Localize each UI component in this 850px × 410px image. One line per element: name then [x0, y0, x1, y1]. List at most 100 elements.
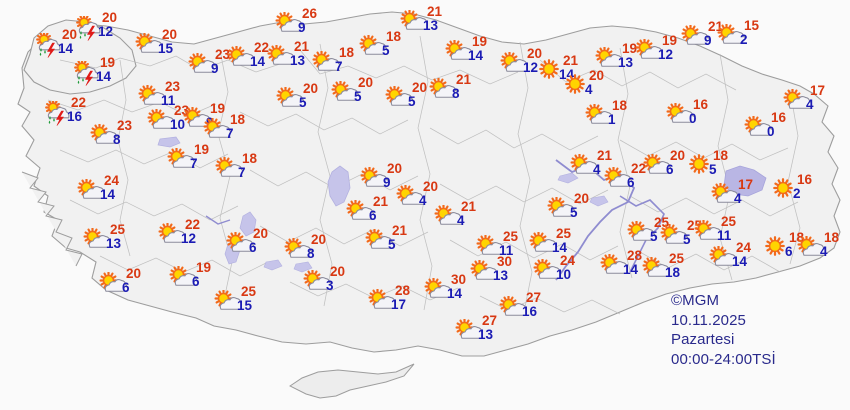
sun-cloud-icon: [432, 204, 464, 229]
min-temperature: 14: [96, 69, 112, 84]
min-temperature: 5: [382, 43, 390, 58]
sun-cloud-icon: [394, 184, 426, 209]
min-temperature: 5: [388, 237, 396, 252]
sun-cloud-icon: [133, 32, 165, 57]
sun-cloud-icon: [273, 11, 305, 36]
min-temperature: 0: [689, 111, 697, 126]
min-temperature: 3: [326, 278, 334, 293]
min-temperature: 7: [190, 156, 198, 171]
min-temperature: 11: [161, 93, 176, 108]
lake-iznik: [157, 136, 181, 148]
min-temperature: 8: [452, 86, 460, 101]
sun-cloud-icon: [664, 102, 696, 127]
min-temperature: 14: [250, 54, 266, 69]
max-temperature: 16: [771, 110, 787, 125]
sun-cloud-icon: [274, 86, 306, 111]
lake-small-3: [557, 172, 579, 184]
max-temperature: 25: [669, 251, 685, 266]
sun-cloud-icon: [633, 38, 665, 63]
max-temperature: 20: [253, 226, 269, 241]
min-temperature: 13: [478, 327, 494, 342]
min-temperature: 5: [709, 162, 717, 177]
max-temperature: 20: [303, 81, 319, 96]
min-temperature: 12: [523, 60, 539, 75]
sun-cloud-icon: [427, 77, 459, 102]
min-temperature: 13: [493, 268, 509, 283]
max-temperature: 21: [392, 223, 408, 238]
sun-cloud-icon: [212, 289, 244, 314]
min-temperature: 5: [354, 89, 362, 104]
min-temperature: 9: [704, 33, 712, 48]
min-temperature: 8: [307, 246, 315, 261]
min-temperature: 2: [740, 32, 748, 47]
max-temperature: 20: [412, 80, 428, 95]
sun-cloud-icon: [357, 34, 389, 59]
sun-cloud-icon: [282, 237, 314, 262]
min-temperature: 14: [100, 187, 116, 202]
min-temperature: 14: [447, 286, 463, 301]
max-temperature: 23: [165, 79, 181, 94]
min-temperature: 11: [717, 228, 732, 243]
min-temperature: 6: [785, 244, 793, 259]
max-temperature: 25: [556, 226, 572, 241]
sun-cloud-icon: [344, 199, 376, 224]
max-temperature: 23: [215, 47, 231, 62]
sun-cloud-icon: [97, 271, 129, 296]
max-temperature: 20: [589, 68, 605, 83]
sun-cloud-icon: [498, 51, 530, 76]
max-temperature: 20: [387, 161, 403, 176]
max-temperature: 28: [627, 248, 643, 263]
thrace-region: [23, 19, 137, 95]
min-temperature: 14: [552, 240, 568, 255]
sun-icon: [760, 236, 790, 260]
max-temperature: 20: [62, 27, 78, 42]
min-temperature: 6: [369, 208, 377, 223]
sun-cloud-icon: [88, 123, 120, 148]
min-temperature: 12: [181, 231, 197, 246]
max-temperature: 25: [241, 284, 257, 299]
max-temperature: 15: [744, 18, 760, 33]
min-temperature: 10: [556, 267, 572, 282]
max-temperature: 22: [254, 40, 270, 55]
sun-cloud-icon: [156, 222, 188, 247]
max-temperature: 25: [110, 222, 126, 237]
max-temperature: 16: [693, 97, 709, 112]
max-temperature: 21: [563, 53, 579, 68]
max-temperature: 18: [713, 148, 729, 163]
min-temperature: 4: [585, 82, 593, 97]
max-temperature: 23: [117, 118, 133, 133]
min-temperature: 6: [666, 162, 674, 177]
sun-cloud-icon: [527, 231, 559, 256]
min-temperature: 13: [290, 53, 306, 68]
min-temperature: 4: [734, 191, 742, 206]
sun-cloud-icon: [707, 245, 739, 270]
max-temperature: 20: [330, 264, 346, 279]
max-temperature: 25: [503, 229, 519, 244]
sun-icon: [560, 74, 590, 98]
min-temperature: 6: [627, 175, 635, 190]
max-temperature: 20: [527, 46, 543, 61]
max-temperature: 20: [311, 232, 327, 247]
min-temperature: 5: [408, 94, 416, 109]
sun-icon: [768, 178, 798, 202]
max-temperature: 17: [810, 83, 826, 98]
min-temperature: 17: [391, 297, 407, 312]
max-temperature: 26: [302, 6, 318, 21]
max-temperature: 27: [482, 313, 498, 328]
aegean-coast: [21, 171, 83, 267]
min-temperature: 15: [237, 298, 253, 313]
max-temperature: 22: [631, 161, 647, 176]
min-temperature: 10: [170, 117, 186, 132]
sun-cloud-icon: [715, 23, 747, 48]
sun-cloud-icon: [468, 259, 500, 284]
max-temperature: 21: [708, 19, 724, 34]
max-temperature: 18: [242, 151, 258, 166]
sun-cloud-icon: [795, 235, 827, 260]
thunderstorm-icon: [42, 99, 72, 126]
min-temperature: 16: [522, 304, 538, 319]
max-temperature: 19: [194, 142, 210, 157]
min-temperature: 16: [67, 109, 83, 124]
max-temperature: 24: [560, 253, 576, 268]
sun-cloud-icon: [145, 108, 177, 133]
